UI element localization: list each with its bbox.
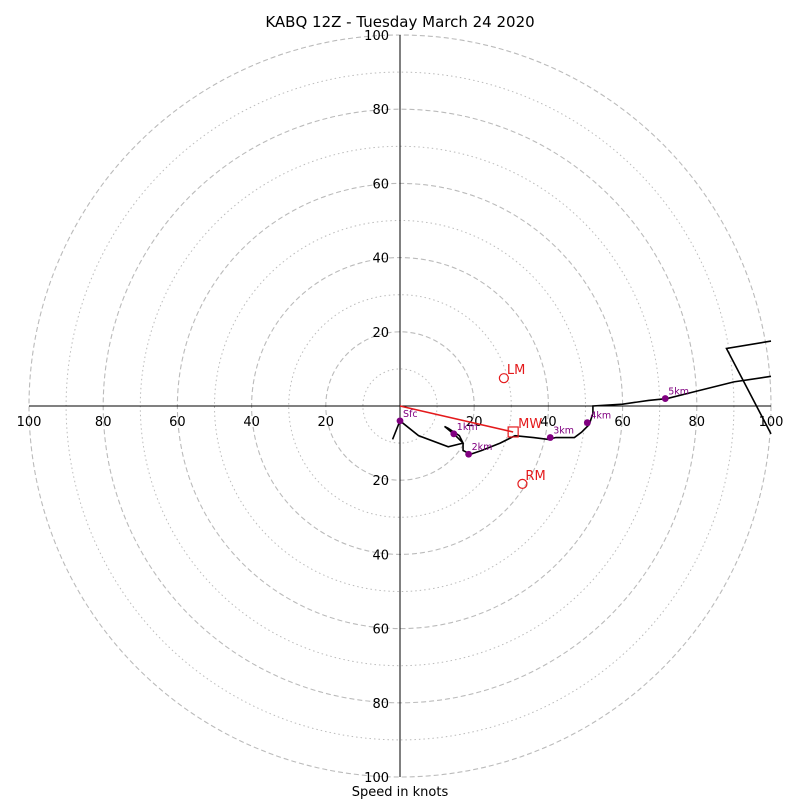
y-tick-label: 40: [372, 252, 389, 267]
storm-motions: MW LM RM: [399, 363, 546, 490]
x-tick-label: 80: [95, 415, 112, 430]
height-label-3km: 3km: [553, 426, 574, 437]
x-tick-label: 40: [243, 415, 260, 430]
mean-wind-vector: [399, 405, 514, 433]
hodograph-traces: [391, 340, 772, 456]
x-tick-label: 60: [169, 415, 186, 430]
height-label-5km: 5km: [668, 387, 689, 398]
height-label-4km: 4km: [590, 411, 611, 422]
height-point-2km: [465, 450, 473, 458]
height-label-sfc: Sfc: [403, 409, 418, 420]
mean-wind-marker: [507, 426, 519, 438]
y-tick-label: 60: [372, 623, 389, 638]
x-tick-label: 80: [689, 415, 706, 430]
y-tick-label: 40: [372, 548, 389, 563]
height-label-1km: 1km: [457, 422, 478, 433]
x-tick-label: 40: [540, 415, 557, 430]
y-tick-label: 100: [364, 771, 389, 786]
left-mover-marker: [498, 373, 509, 384]
height-point-4km: [583, 419, 591, 427]
hodograph-upper-line: [725, 340, 772, 435]
x-axis-label: Speed in knots: [352, 785, 449, 800]
x-tick-label: 20: [318, 415, 335, 430]
y-tick-label: 80: [372, 697, 389, 712]
left-mover-label: LM: [507, 363, 525, 378]
x-tick-label: 60: [614, 415, 631, 430]
hodograph-line: [391, 375, 772, 456]
height-label-2km: 2km: [472, 442, 493, 453]
y-tick-label: 80: [372, 103, 389, 118]
right-mover-marker: [517, 478, 528, 490]
height-point-5km: [661, 395, 669, 402]
height-point-3km: [546, 434, 554, 441]
mean-wind-label: MW: [518, 417, 542, 432]
right-mover-label: RM: [525, 469, 545, 484]
y-tick-label: 60: [372, 177, 389, 192]
y-tick-label: 20: [372, 326, 389, 341]
x-tick-label: 100: [17, 415, 42, 430]
tick-labels: 1008060402020406080100100806040202040608…: [17, 29, 784, 786]
height-point-sfc: [396, 417, 404, 425]
y-tick-label: 100: [364, 29, 389, 44]
x-tick-label: 100: [759, 415, 784, 430]
height-point-1km: [450, 430, 458, 438]
height-markers: Sfc 1km 2km 3km 4km 5km: [396, 387, 689, 458]
chart-title: KABQ 12Z - Tuesday March 24 2020: [265, 13, 534, 31]
y-tick-label: 20: [372, 474, 389, 489]
